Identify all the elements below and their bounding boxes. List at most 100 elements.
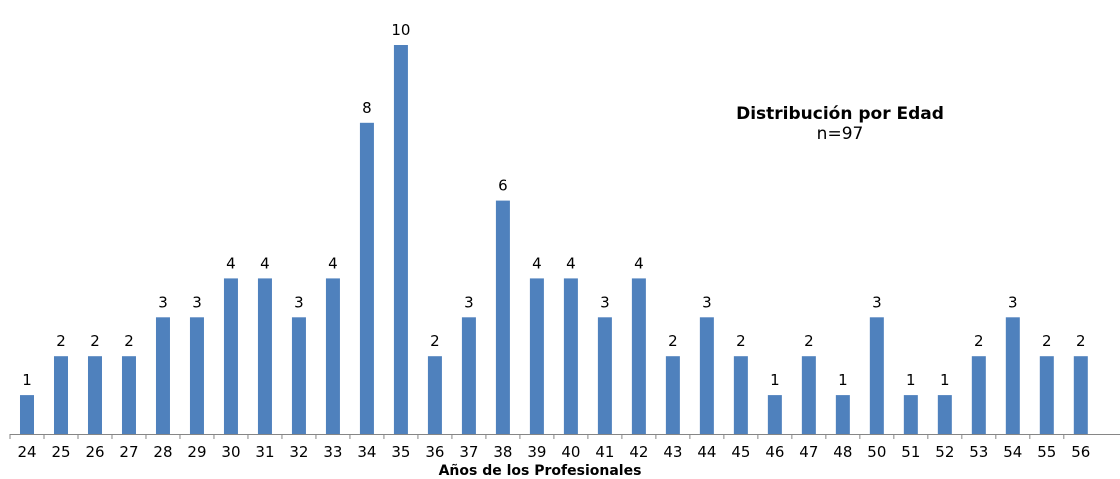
x-tick-label-37: 37 [459,443,478,461]
bar-50 [869,317,884,434]
bar-43 [665,356,680,434]
x-tick-label-50: 50 [867,443,886,461]
x-tick-label-29: 29 [187,443,206,461]
data-label-32: 3 [294,293,304,311]
bar-41 [597,317,612,434]
data-label-55: 2 [1042,332,1052,350]
x-tick-label-47: 47 [799,443,818,461]
x-tick-labels-group: 24 25 26 27 28 29 30 31 32 33 34 35 36 37 38 39 40 41 42 43… [9,434,1090,461]
data-label-46: 1 [770,371,780,389]
bar-36 [427,356,442,434]
data-label-47: 2 [804,332,814,350]
bar-34 [359,122,374,435]
x-tick-label-27: 27 [119,443,138,461]
chart-subtitle: n=97 [816,124,864,144]
x-tick-label-24: 24 [17,443,36,461]
data-label-50: 3 [872,293,882,311]
x-tick-label-43: 43 [663,443,682,461]
bar-30 [223,278,238,434]
x-tick-label-34: 34 [357,443,376,461]
x-tick-label-53: 53 [969,443,988,461]
x-tick-label-46: 46 [765,443,784,461]
data-label-35: 10 [391,21,410,39]
data-label-30: 4 [226,254,236,272]
data-label-45: 2 [736,332,746,350]
data-label-27: 2 [124,332,134,350]
bar-38 [495,200,510,434]
bar-44 [699,317,714,434]
bar-55 [1039,356,1054,434]
x-tick-label-55: 55 [1037,443,1056,461]
bar-33 [325,278,340,434]
data-labels-group: 1 2 2 2 3 3 4 4 3 4 8 10 2 3 6 4 4 3 4 2 3 2 1 2 1 3 1 1 2 3 2 2 [22,21,1085,389]
bar-56 [1073,356,1088,434]
x-tick-label-54: 54 [1003,443,1022,461]
bar-39 [529,278,544,434]
bar-47 [801,356,816,434]
bar-29 [189,317,204,434]
x-tick-label-30: 30 [221,443,240,461]
bar-25 [53,356,68,434]
chart-title: Distribución por Edad [736,104,944,124]
x-tick-label-36: 36 [425,443,444,461]
bar-51 [903,395,918,434]
bar-46 [767,395,782,434]
data-label-51: 1 [906,371,916,389]
x-tick-label-32: 32 [289,443,308,461]
x-tick-label-38: 38 [493,443,512,461]
data-label-43: 2 [668,332,678,350]
data-label-38: 6 [498,177,508,195]
x-tick-label-35: 35 [391,443,410,461]
data-label-26: 2 [90,332,100,350]
x-tick-label-25: 25 [51,443,70,461]
bar-48 [835,395,850,434]
bar-40 [563,278,578,434]
bar-32 [291,317,306,434]
x-tick-label-51: 51 [901,443,920,461]
bars-group [19,45,1088,435]
data-label-44: 3 [702,293,712,311]
data-label-34: 8 [362,99,372,117]
data-label-36: 2 [430,332,440,350]
bar-37 [461,317,476,434]
bar-52 [937,395,952,434]
x-tick-label-33: 33 [323,443,342,461]
data-label-37: 3 [464,293,474,311]
bar-53 [971,356,986,434]
bar-54 [1005,317,1020,434]
data-label-31: 4 [260,254,270,272]
x-tick-label-31: 31 [255,443,274,461]
x-tick-label-42: 42 [629,443,648,461]
x-tick-label-52: 52 [935,443,954,461]
data-label-28: 3 [158,293,168,311]
data-label-39: 4 [532,254,542,272]
x-tick-label-45: 45 [731,443,750,461]
data-label-24: 1 [22,371,32,389]
bar-28 [155,317,170,434]
bar-24 [19,395,34,434]
x-tick-label-56: 56 [1071,443,1090,461]
bar-27 [121,356,136,434]
bar-45 [733,356,748,434]
bar-26 [87,356,102,434]
x-tick-label-40: 40 [561,443,580,461]
data-label-33: 4 [328,254,338,272]
data-label-42: 4 [634,254,644,272]
data-label-25: 2 [56,332,66,350]
x-tick-label-28: 28 [153,443,172,461]
data-label-54: 3 [1008,293,1018,311]
data-label-40: 4 [566,254,576,272]
data-label-53: 2 [974,332,984,350]
x-axis-label: Años de los Profesionales [438,463,642,479]
x-tick-label-41: 41 [595,443,614,461]
x-tick-label-44: 44 [697,443,716,461]
chart-title-block: Distribución por Edad n=97 [700,104,980,144]
data-label-41: 3 [600,293,610,311]
data-label-52: 1 [940,371,950,389]
bar-35 [393,45,408,434]
data-label-56: 2 [1076,332,1086,350]
bar-42 [631,278,646,434]
x-tick-label-26: 26 [85,443,104,461]
data-label-48: 1 [838,371,848,389]
